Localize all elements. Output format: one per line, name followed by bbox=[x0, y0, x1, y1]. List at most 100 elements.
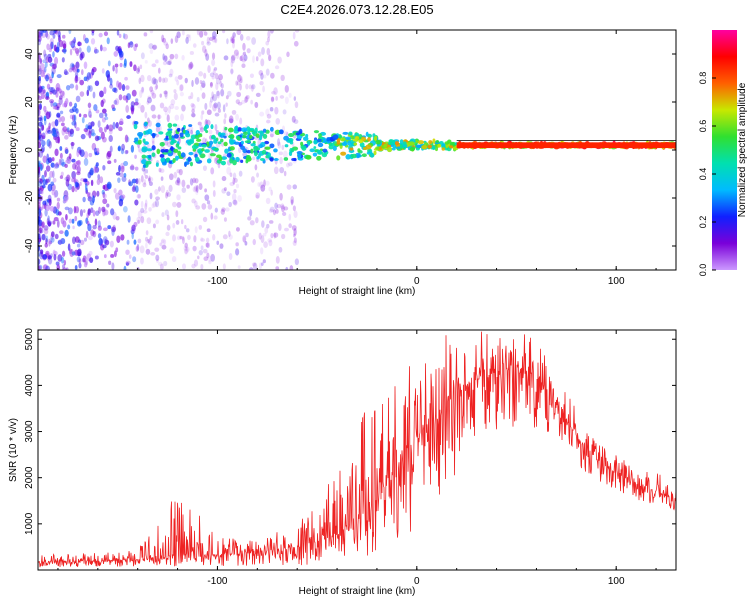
heat-cell bbox=[248, 267, 254, 270]
heat-cell bbox=[249, 208, 253, 217]
heat-cell bbox=[108, 128, 113, 135]
heat-cell bbox=[187, 234, 191, 241]
heat-cell bbox=[50, 129, 53, 135]
heat-cell bbox=[201, 30, 206, 33]
x-tick-label: 100 bbox=[608, 276, 625, 287]
heat-cell bbox=[293, 40, 299, 47]
heat-cell bbox=[182, 129, 186, 134]
heat-cell bbox=[375, 139, 381, 145]
heat-cell bbox=[76, 165, 81, 174]
heat-cell bbox=[243, 54, 248, 62]
heat-cell bbox=[80, 51, 85, 59]
heat-cell bbox=[266, 36, 271, 43]
heat-cell bbox=[172, 234, 176, 242]
heat-cell bbox=[151, 114, 157, 119]
heat-cell bbox=[240, 54, 244, 62]
heat-cell bbox=[245, 232, 249, 238]
heat-cell bbox=[74, 186, 78, 192]
heat-cell bbox=[191, 79, 194, 87]
heat-cell bbox=[138, 77, 142, 85]
heat-cell bbox=[118, 189, 123, 196]
heat-cell bbox=[239, 55, 243, 62]
heat-cell bbox=[341, 141, 348, 146]
heat-cell bbox=[54, 189, 59, 198]
heat-cell bbox=[210, 167, 215, 175]
heat-cell bbox=[123, 172, 127, 178]
heat-cell bbox=[92, 230, 97, 238]
heat-cell bbox=[65, 267, 69, 270]
heat-cell bbox=[278, 246, 283, 253]
heat-cell bbox=[137, 219, 140, 224]
heat-cell bbox=[63, 190, 69, 199]
heat-cell bbox=[432, 138, 436, 144]
heat-cell bbox=[118, 50, 124, 58]
heat-cell bbox=[220, 208, 225, 215]
heat-cell bbox=[48, 238, 51, 247]
heat-cell bbox=[64, 176, 70, 181]
heat-cell bbox=[43, 49, 47, 57]
heat-cell bbox=[117, 177, 121, 183]
heat-cell bbox=[140, 52, 145, 60]
heat-cell bbox=[169, 68, 174, 76]
heat-cell bbox=[293, 119, 299, 124]
heat-cell bbox=[133, 239, 137, 245]
heat-cell bbox=[259, 111, 265, 117]
heat-cell bbox=[46, 83, 51, 90]
heat-cell bbox=[209, 153, 216, 157]
heat-cell bbox=[177, 146, 182, 150]
heat-cell bbox=[69, 41, 73, 46]
heat-cell bbox=[60, 115, 66, 123]
heat-cell bbox=[211, 38, 217, 43]
heat-cell bbox=[145, 248, 151, 255]
heat-cell bbox=[74, 215, 78, 222]
heat-cell bbox=[250, 143, 256, 147]
heat-cell bbox=[173, 133, 179, 139]
heat-cell bbox=[39, 227, 42, 234]
heat-cell bbox=[38, 86, 43, 92]
heat-cell bbox=[296, 151, 303, 155]
heat-cell bbox=[307, 140, 311, 146]
heat-cell bbox=[159, 154, 165, 158]
heat-cell bbox=[190, 61, 193, 69]
heat-cell bbox=[206, 228, 211, 233]
heat-cell bbox=[224, 148, 229, 154]
heat-cell bbox=[129, 165, 135, 171]
heat-cell bbox=[148, 175, 151, 184]
heat-cell bbox=[213, 102, 218, 109]
heat-cell bbox=[194, 178, 199, 184]
snr-x-axis-label: Height of straight line (km) bbox=[299, 586, 416, 597]
heat-cell bbox=[154, 85, 158, 91]
heat-cell bbox=[140, 74, 145, 83]
heat-cell bbox=[38, 39, 41, 46]
heat-cell bbox=[206, 252, 210, 259]
heat-cell bbox=[246, 155, 251, 160]
heat-cell bbox=[266, 113, 272, 119]
heat-cell bbox=[115, 122, 119, 129]
heat-cell bbox=[267, 238, 273, 243]
heat-cell bbox=[145, 242, 148, 249]
heat-cell bbox=[172, 157, 176, 163]
heat-cell bbox=[288, 132, 295, 138]
heat-cell bbox=[165, 43, 169, 50]
heat-cell bbox=[235, 80, 239, 86]
heat-cell bbox=[89, 114, 92, 119]
heat-cell bbox=[111, 226, 117, 233]
heat-cell bbox=[181, 104, 186, 112]
heat-cell bbox=[188, 63, 193, 71]
heat-cell bbox=[157, 114, 161, 120]
heat-cell bbox=[200, 82, 206, 88]
heat-cell bbox=[75, 61, 80, 69]
heat-cell bbox=[76, 243, 81, 248]
heat-cell bbox=[137, 194, 141, 199]
heat-cell bbox=[204, 194, 210, 201]
heat-cell bbox=[115, 171, 121, 176]
heat-cell bbox=[38, 187, 41, 192]
heat-cell bbox=[291, 115, 296, 123]
heat-cell bbox=[206, 36, 210, 44]
heat-cell bbox=[275, 95, 278, 101]
heat-cell bbox=[52, 89, 57, 95]
heat-cell bbox=[46, 43, 50, 51]
heat-cell bbox=[211, 31, 217, 39]
heat-cell bbox=[51, 189, 55, 196]
heat-cell bbox=[131, 186, 136, 193]
